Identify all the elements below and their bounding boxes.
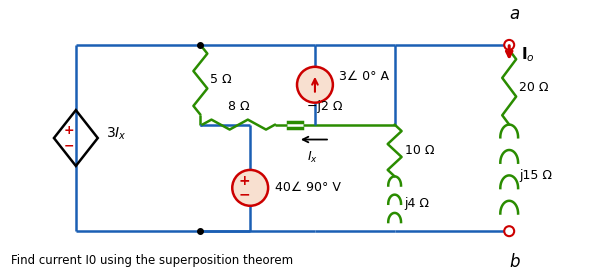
Circle shape <box>232 170 268 206</box>
Text: +: + <box>238 174 250 188</box>
Text: 3∠ 0° A: 3∠ 0° A <box>339 70 389 83</box>
Text: 40∠ 90° V: 40∠ 90° V <box>275 181 341 194</box>
Circle shape <box>504 226 514 236</box>
Text: 5 Ω: 5 Ω <box>211 73 232 86</box>
Text: +: + <box>64 124 74 136</box>
Text: −: − <box>238 188 250 202</box>
Text: $3I_x$: $3I_x$ <box>106 126 127 142</box>
Text: a: a <box>509 5 520 23</box>
Circle shape <box>504 40 514 50</box>
Circle shape <box>297 67 333 103</box>
Text: −j2 Ω: −j2 Ω <box>307 100 343 113</box>
Text: Find current I0 using the superposition theorem: Find current I0 using the superposition … <box>11 254 293 267</box>
Text: −: − <box>64 140 74 153</box>
Text: j15 Ω: j15 Ω <box>519 169 552 182</box>
Text: $I_x$: $I_x$ <box>307 150 319 165</box>
Text: 10 Ω: 10 Ω <box>404 144 434 157</box>
Text: b: b <box>509 253 520 271</box>
Text: 8 Ω: 8 Ω <box>228 100 250 113</box>
Text: j4 Ω: j4 Ω <box>404 197 430 210</box>
Text: 20 Ω: 20 Ω <box>519 81 548 94</box>
Text: $\mathbf{I}_o$: $\mathbf{I}_o$ <box>521 45 535 64</box>
